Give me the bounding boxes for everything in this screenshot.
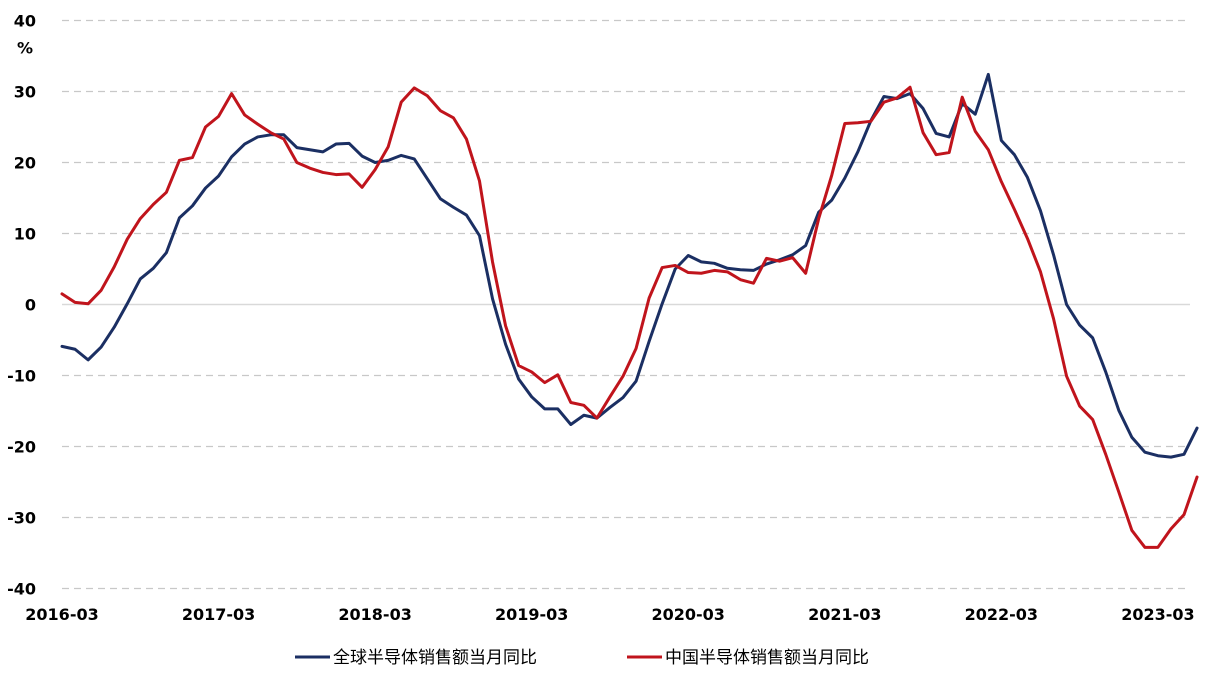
x-tick-label-2019-03: 2019-03 [495, 605, 568, 624]
legend-label-china: 中国半导体销售额当月同比 [665, 648, 869, 668]
grid-lines [62, 19, 1190, 590]
y-tick-label--20: -20 [7, 438, 36, 457]
y-tick-label-0: 0 [25, 296, 36, 315]
legend: 全球半导体销售额当月同比 中国半导体销售额当月同比 [295, 648, 869, 668]
x-tick-label-2021-03: 2021-03 [808, 605, 881, 624]
x-tick-label-2022-03: 2022-03 [965, 605, 1038, 624]
series-lines [60, 72, 1199, 549]
x-tick-label-2016-03: 2016-03 [25, 605, 98, 624]
y-tick-label-10: 10 [14, 225, 36, 244]
series-line-china [60, 85, 1199, 549]
legend-label-global: 全球半导体销售额当月同比 [333, 648, 537, 668]
x-tick-label-2020-03: 2020-03 [652, 605, 725, 624]
x-tick-label-2018-03: 2018-03 [338, 605, 411, 624]
legend-item-china: 中国半导体销售额当月同比 [627, 648, 869, 668]
y-tick-label-30: 30 [14, 83, 36, 102]
series-line-global [60, 72, 1199, 459]
y-axis-unit-label: % [17, 39, 33, 58]
x-axis-tick-labels: 2016-03 2017-03 2018-03 2019-03 2020-03 2021-… [25, 605, 1194, 624]
x-tick-label-2023-03: 2023-03 [1121, 605, 1194, 624]
y-axis-tick-labels: -40 -30 -20 -10 0 10 20 30 40 [7, 12, 36, 599]
x-tick-label-2017-03: 2017-03 [182, 605, 255, 624]
y-tick-label-20: 20 [14, 154, 36, 173]
y-tick-label-40: 40 [14, 12, 36, 31]
y-tick-label--10: -10 [7, 367, 36, 386]
y-tick-label--30: -30 [7, 509, 36, 528]
legend-item-global: 全球半导体销售额当月同比 [295, 648, 537, 668]
y-tick-label--40: -40 [7, 580, 36, 599]
